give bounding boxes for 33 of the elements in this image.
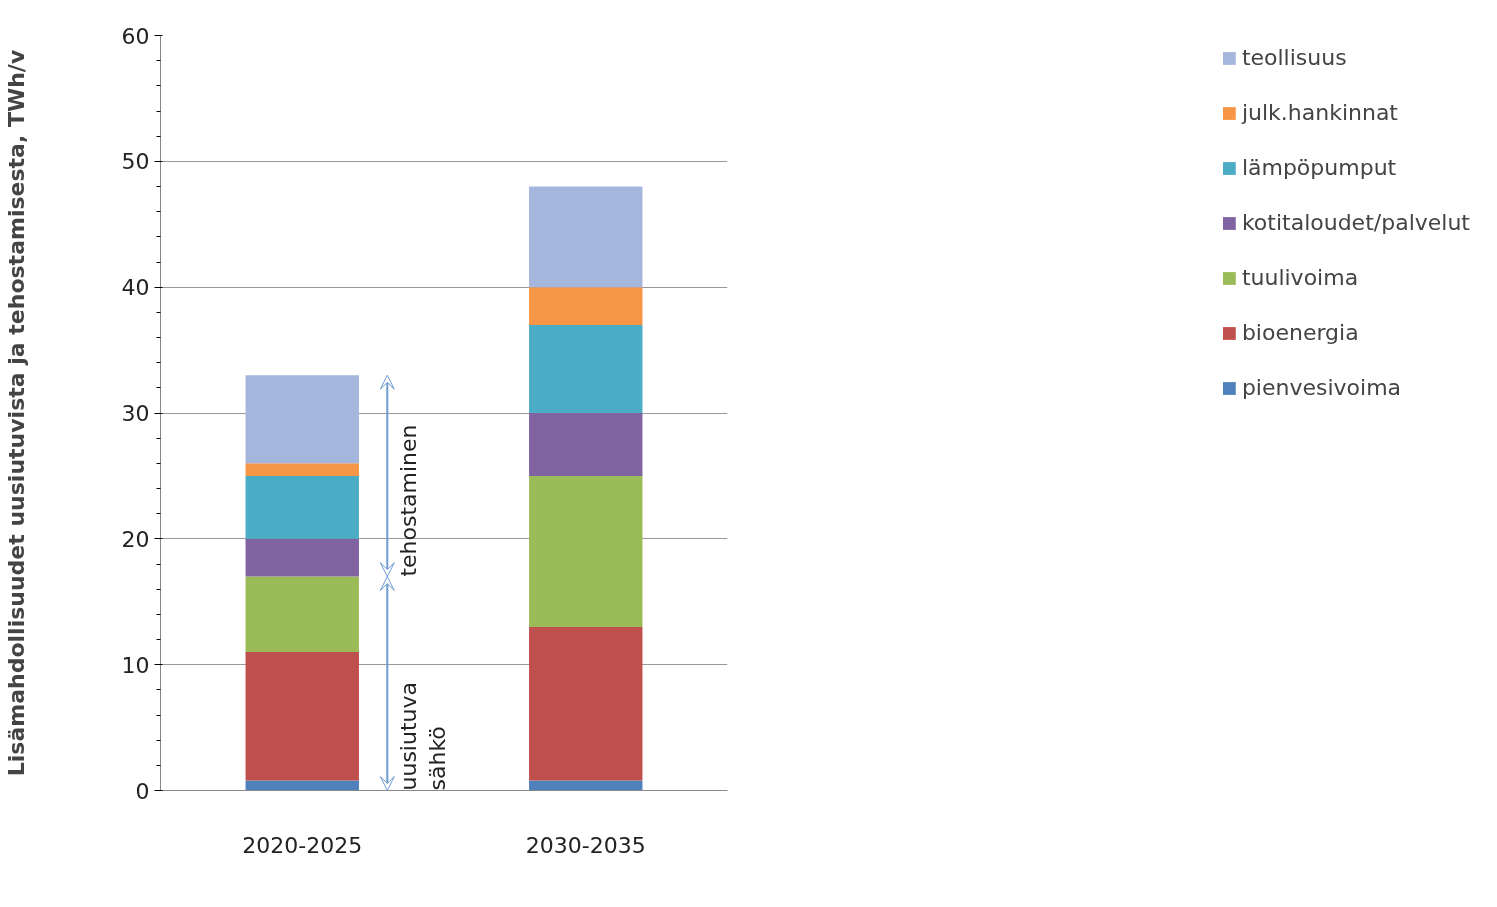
bar [245, 375, 359, 464]
y-tick-label: 0 [135, 778, 150, 804]
bar [529, 780, 643, 791]
legend-label: bioenergia [1241, 320, 1359, 345]
legend-label: teollisuus [1241, 45, 1347, 70]
bar [245, 652, 359, 781]
annotation: tehostaminen [396, 424, 422, 577]
annotation: uusiutuva sähkö [396, 682, 450, 791]
bar [529, 186, 643, 288]
y-tick-label: 50 [121, 149, 150, 175]
bar [529, 626, 643, 781]
x-tick-label: 2030-2035 [525, 832, 646, 858]
y-tick-label: 10 [121, 652, 150, 678]
bar [245, 463, 359, 476]
legend-label: pienvesivoima [1241, 375, 1402, 400]
bar [529, 324, 643, 413]
legend-label: tuulivoima [1241, 265, 1359, 290]
bar [245, 576, 359, 653]
bar [529, 287, 643, 325]
y-tick-label: 40 [121, 275, 150, 301]
legend-label: lämpöpumput [1241, 155, 1397, 180]
bar [245, 475, 359, 539]
y-tick-label: 60 [121, 23, 150, 49]
bar [245, 538, 359, 577]
y-tick-label: 20 [121, 526, 150, 552]
bar [529, 475, 643, 627]
x-tick-label: 2020-2025 [242, 832, 363, 858]
y-axis-title: Lisämahdollisuudet uusiutuvista ja tehostamisesta, TWh/v [3, 49, 29, 777]
bar [529, 413, 643, 476]
bar [245, 780, 359, 791]
legend-label: julk.hankinnat [1241, 100, 1398, 125]
legend-label: kotitaloudet/palvelut [1241, 210, 1470, 235]
y-tick-label: 30 [121, 401, 150, 426]
